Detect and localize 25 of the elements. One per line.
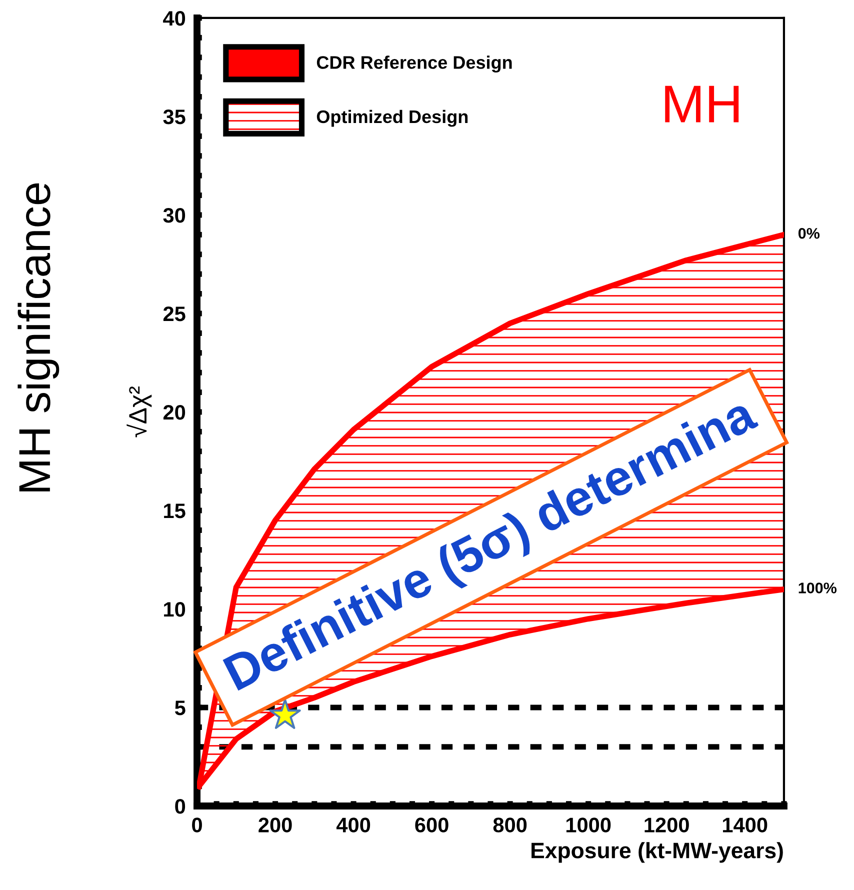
y-tick-label: 40 <box>163 10 186 26</box>
x-tick-label: 600 <box>415 818 448 832</box>
legend-label: Optimized Design <box>316 110 468 127</box>
x-tick-label: 1200 <box>644 818 689 832</box>
y-tick-label: 15 <box>164 504 186 518</box>
y-tick-label: 30 <box>163 208 186 223</box>
x-tick-label: 400 <box>336 818 370 832</box>
y-tick-label: 20 <box>163 404 186 420</box>
y-tick-label: 25 <box>163 306 186 322</box>
y-tick-label: 10 <box>164 602 186 617</box>
series-label: 100% <box>798 582 837 594</box>
x-tick-label: 200 <box>258 818 292 832</box>
annotation: 0% <box>798 228 820 239</box>
annotation: MH <box>665 86 739 122</box>
y-axis-title: √Δχ² <box>126 386 152 438</box>
x-tick-label: 1400 <box>722 818 768 832</box>
x-axis-title: Exposure (kt-MW-years) <box>532 842 783 863</box>
x-tick-label: 1000 <box>566 818 611 832</box>
text: MH significance <box>18 183 60 492</box>
y-tick-label: 35 <box>163 109 186 124</box>
y-tick-label: 5 <box>174 700 186 716</box>
x-tick-label: 0 <box>192 818 202 832</box>
x-tick-label: 800 <box>493 818 527 832</box>
y-tick-label: 0 <box>175 798 186 814</box>
legend-label: CDR Reference Design <box>316 56 512 73</box>
